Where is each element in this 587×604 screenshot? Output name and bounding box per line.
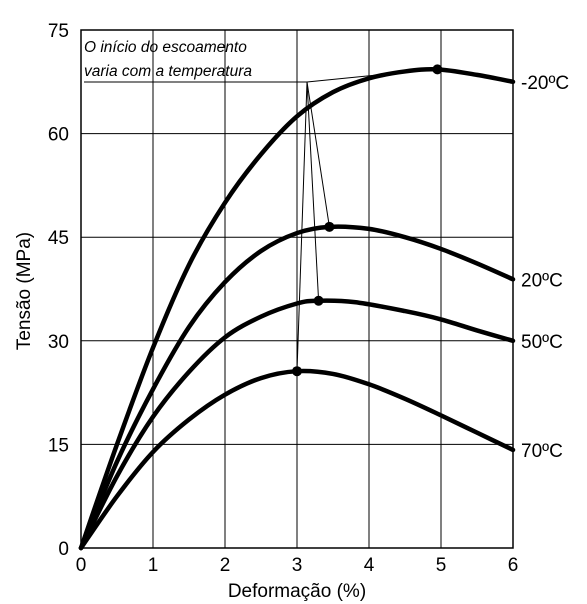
y-tick-label: 15 (48, 435, 69, 456)
y-tick-label: 30 (48, 332, 69, 353)
x-tick-label: 2 (220, 555, 231, 576)
series-label: 50ºC (521, 332, 563, 353)
x-tick-label: 6 (508, 555, 519, 576)
y-tick-label: 45 (48, 228, 69, 249)
yield-point-marker (292, 366, 302, 377)
y-tick-label: 0 (58, 539, 69, 560)
x-tick-label: 4 (364, 555, 375, 576)
yield-point-marker (313, 295, 324, 306)
series-line (78, 298, 516, 551)
yield-point-marker (324, 221, 335, 232)
y-axis-title: Tensão (MPa) (14, 232, 35, 350)
y-tick-label: 60 (48, 125, 69, 146)
annotation-line-1: O início do escoamento (84, 39, 247, 56)
series-label: -20ºC (521, 73, 569, 94)
series-label: 70ºC (521, 441, 563, 462)
x-tick-label: 5 (436, 555, 447, 576)
annotation-leaders (84, 68, 433, 372)
yield-point-marker (432, 64, 443, 75)
series-labels: -20ºC 20ºC 50ºC 70ºC (521, 73, 569, 462)
annotation-line-2: varia com a temperatura (84, 63, 252, 80)
yield-points (292, 64, 443, 377)
y-tick-label: 75 (48, 21, 69, 42)
plot-frame (80, 29, 514, 549)
x-tick-label: 0 (76, 555, 87, 576)
x-tick-label: 1 (148, 555, 159, 576)
leader-line (306, 81, 320, 301)
series-label: 20ºC (521, 270, 563, 291)
series-line (78, 224, 516, 551)
x-tick-label: 3 (292, 555, 303, 576)
x-axis-title: Deformação (%) (228, 581, 366, 602)
grid (80, 29, 514, 549)
leader-line (296, 81, 308, 372)
